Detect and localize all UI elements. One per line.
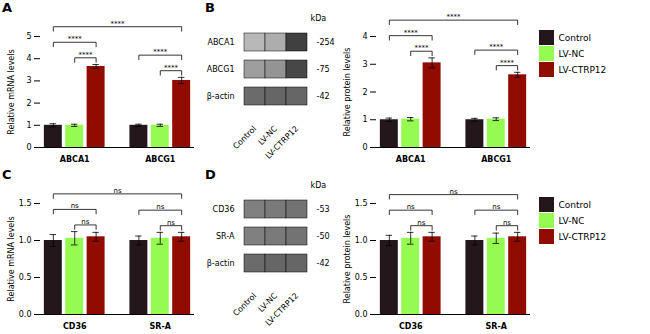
svg-text:****: **** [68,35,83,43]
svg-text:-53: -53 [317,205,330,214]
svg-text:-254: -254 [317,38,335,47]
svg-text:3: 3 [26,76,31,85]
svg-text:1: 1 [362,115,367,124]
html-text:LV-CTRP12: LV-CTRP12 [558,64,607,75]
svg-text:0: 0 [26,143,31,152]
svg-text:****: **** [447,13,462,21]
svg-text:****: **** [164,64,179,72]
svg-text:Control: Control [231,291,258,318]
svg-text:β-actin: β-actin [207,92,235,101]
svg-text:ns: ns [407,203,415,211]
svg-text:ns: ns [492,203,500,211]
svg-text:1: 1 [26,121,31,130]
svg-text:0.5: 0.5 [19,273,32,282]
svg-text:LV-CTRP12: LV-CTRP12 [264,291,300,327]
svg-text:kDa: kDa [311,14,327,23]
svg-text:0: 0 [362,143,367,152]
svg-text:LV-NC: LV-NC [256,291,280,314]
svg-text:LV-NC: LV-NC [256,124,280,147]
svg-text:CD36: CD36 [63,322,87,331]
svg-text:ns: ns [81,218,89,226]
svg-text:4: 4 [362,32,367,41]
svg-text:****: **** [489,43,504,51]
svg-text:1.0: 1.0 [19,236,32,245]
svg-text:ABCG1: ABCG1 [207,65,235,74]
html-text:LV-NC: LV-NC [558,215,585,226]
html-text:C: C [2,167,12,182]
svg-text:β-actin: β-actin [207,259,235,268]
svg-text:ABCA1: ABCA1 [396,155,426,164]
svg-text:ABCA1: ABCA1 [60,155,90,164]
html-text:LV-CTRP12: LV-CTRP12 [558,231,607,242]
svg-text:****: **** [111,20,126,28]
svg-text:ns: ns [417,219,425,227]
svg-text:ns: ns [503,219,511,227]
svg-text:-42: -42 [317,92,330,101]
svg-text:Control: Control [231,124,258,151]
svg-text:Relative mRNA levels: Relative mRNA levels [7,216,16,301]
html-text:A: A [2,0,13,15]
svg-text:kDa: kDa [311,181,327,190]
svg-text:CD36: CD36 [213,205,235,214]
html-text:Control: Control [558,199,591,210]
svg-text:Relative protein levels: Relative protein levels [343,215,352,304]
svg-text:ABCG1: ABCG1 [481,155,512,164]
html-text:D: D [205,167,216,182]
svg-text:-42: -42 [317,259,330,268]
html-text:LV-NC: LV-NC [558,48,585,59]
svg-text:Relative protein levels: Relative protein levels [343,48,352,137]
svg-text:CD36: CD36 [399,322,423,331]
svg-text:2: 2 [26,99,31,108]
svg-text:Relative mRNA levels: Relative mRNA levels [7,49,16,134]
svg-text:0.0: 0.0 [355,310,368,319]
svg-text:ns: ns [167,219,175,227]
svg-text:****: **** [404,29,419,37]
svg-text:ns: ns [156,203,164,211]
svg-text:1.0: 1.0 [355,236,368,245]
svg-text:2: 2 [362,88,367,97]
html-text:Control: Control [558,32,591,43]
svg-text:****: **** [500,59,515,67]
svg-text:ns: ns [71,202,79,210]
svg-text:0.5: 0.5 [355,273,368,282]
svg-text:ABCA1: ABCA1 [208,38,235,47]
svg-text:1.5: 1.5 [355,199,368,208]
html-text:B: B [205,0,215,15]
svg-text:0.0: 0.0 [19,310,32,319]
svg-text:ABCG1: ABCG1 [145,155,176,164]
svg-text:-75: -75 [317,65,330,74]
svg-text:ns: ns [449,188,457,196]
svg-text:5: 5 [26,32,31,41]
svg-text:-50: -50 [317,232,330,241]
svg-text:SR-A: SR-A [216,232,235,241]
svg-text:SR-A: SR-A [150,322,172,331]
svg-text:LV-CTRP12: LV-CTRP12 [264,124,300,160]
svg-text:3: 3 [362,60,367,69]
svg-text:1.5: 1.5 [19,199,32,208]
svg-text:****: **** [153,48,168,56]
svg-text:ns: ns [113,187,121,195]
svg-text:4: 4 [26,54,31,63]
svg-text:****: **** [78,51,93,59]
svg-text:SR-A: SR-A [486,322,508,331]
svg-text:****: **** [414,44,429,52]
